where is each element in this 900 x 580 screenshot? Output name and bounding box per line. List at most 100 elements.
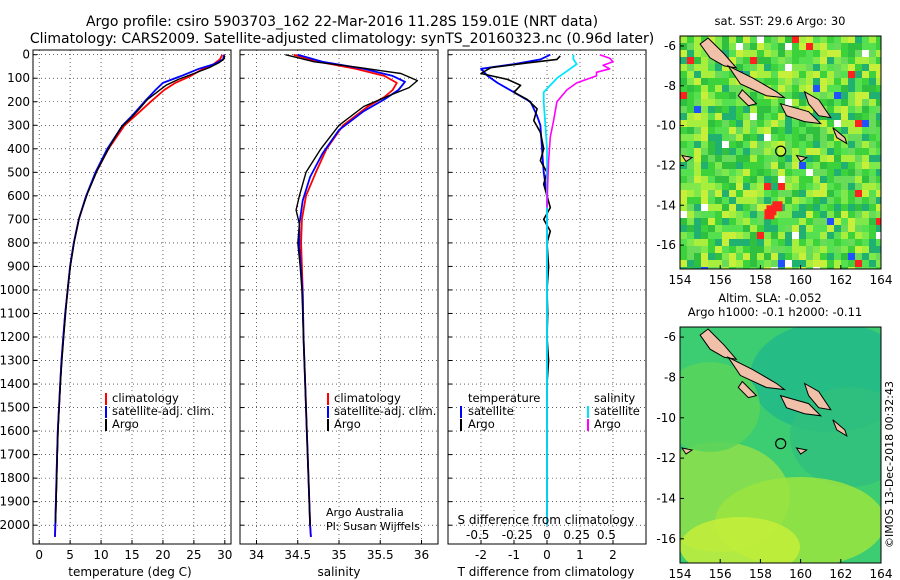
sst-cell (855, 176, 862, 183)
sst-cell (764, 253, 771, 260)
series-line-temperature-satellite (480, 53, 551, 526)
sst-cell (848, 246, 855, 253)
sla-map-field (680, 327, 881, 563)
sst-cell (743, 36, 750, 43)
sst-cell (778, 148, 785, 155)
sst-cell (778, 225, 785, 232)
sst-cell (785, 71, 792, 78)
sst-cell (694, 50, 701, 57)
sst-cell (827, 127, 834, 134)
sst-cell (729, 113, 736, 120)
sst-cell (820, 239, 827, 246)
sst-cell (841, 36, 848, 43)
sst-cell (799, 246, 806, 253)
sst-cell (841, 50, 848, 57)
sst-cell (841, 71, 848, 78)
sst-cell (855, 50, 862, 57)
figure-title-line1: Argo profile: csiro 5903703_162 22-Mar-2… (86, 14, 598, 30)
argo-float-marker (775, 437, 787, 450)
sst-cell (694, 113, 701, 120)
sst-cell (729, 162, 736, 169)
sst-cell (771, 218, 778, 225)
sst-cell (806, 190, 813, 197)
sst-cell (743, 267, 750, 269)
map-x-tick-label: 160 (789, 273, 812, 287)
sst-cell (687, 169, 694, 176)
sst-cell (750, 113, 757, 120)
sst-cell (834, 267, 841, 269)
sst-cell (708, 36, 715, 43)
sst-cell (834, 190, 841, 197)
sst-cell (715, 85, 722, 92)
sst-cell (834, 148, 841, 155)
sst-cell (799, 232, 806, 239)
sst-cell (771, 120, 778, 127)
sst-cell (785, 85, 792, 92)
sst-cell (855, 127, 862, 134)
sst-cell (771, 57, 778, 64)
sst-cell (827, 267, 834, 269)
sst-cell (722, 253, 729, 260)
sst-cell (687, 120, 694, 127)
sst-cell (715, 183, 722, 190)
sst-cell (729, 190, 736, 197)
sst-cell (785, 99, 792, 106)
sst-cell (736, 57, 743, 64)
sst-cell (869, 190, 876, 197)
sst-cell (876, 43, 881, 50)
sst-cell (757, 106, 764, 113)
sst-cell (715, 141, 722, 148)
sst-cell (785, 204, 792, 211)
sla-map-subtitle: Argo h1000: -0.1 h2000: -0.11 (688, 305, 862, 319)
sst-cell (820, 253, 827, 260)
sst-cell (729, 169, 736, 176)
sst-cell (785, 43, 792, 50)
sst-cell (806, 78, 813, 85)
sst-cell (785, 141, 792, 148)
sst-cell (827, 190, 834, 197)
sst-cell (715, 253, 722, 260)
map-x-tick-label: 158 (749, 567, 772, 580)
sst-cell (792, 253, 799, 260)
sst-cell (834, 36, 841, 43)
sst-cell (736, 169, 743, 176)
y-tick-label: 1700 (0, 448, 30, 462)
sst-cell (680, 246, 687, 253)
sst-cell (834, 50, 841, 57)
sst-cell (764, 246, 771, 253)
sst-cell (743, 225, 750, 232)
sst-cell (785, 169, 792, 176)
sst-warm-patch (772, 201, 783, 212)
y-tick-label: 700 (7, 212, 30, 226)
sst-cell (736, 106, 743, 113)
sst-cell (855, 57, 862, 64)
sst-cell (680, 260, 687, 267)
sst-cell (799, 183, 806, 190)
sst-cell (736, 239, 743, 246)
sst-cell (848, 162, 855, 169)
sst-cell (827, 218, 834, 225)
sst-cell (778, 169, 785, 176)
sst-cell (869, 71, 876, 78)
sst-cell (841, 99, 848, 106)
sst-cell (855, 246, 862, 253)
legend-label-sal-argo: Argo (594, 417, 621, 431)
sst-cell (806, 267, 813, 269)
sst-cell (722, 106, 729, 113)
map-x-tick-label: 162 (829, 567, 852, 580)
sst-cell (722, 197, 729, 204)
sst-cell (876, 85, 881, 92)
sst-cell (869, 120, 876, 127)
sst-cell (750, 246, 757, 253)
sst-cell (827, 162, 834, 169)
sst-cell (862, 155, 869, 162)
sst-cell (799, 36, 806, 43)
sst-cell (729, 57, 736, 64)
sst-cell (792, 64, 799, 71)
sst-cell (813, 141, 820, 148)
sst-cell (862, 78, 869, 85)
sst-cell (778, 78, 785, 85)
sst-cell (841, 120, 848, 127)
sst-cell (869, 169, 876, 176)
sst-map-frame (679, 35, 882, 270)
